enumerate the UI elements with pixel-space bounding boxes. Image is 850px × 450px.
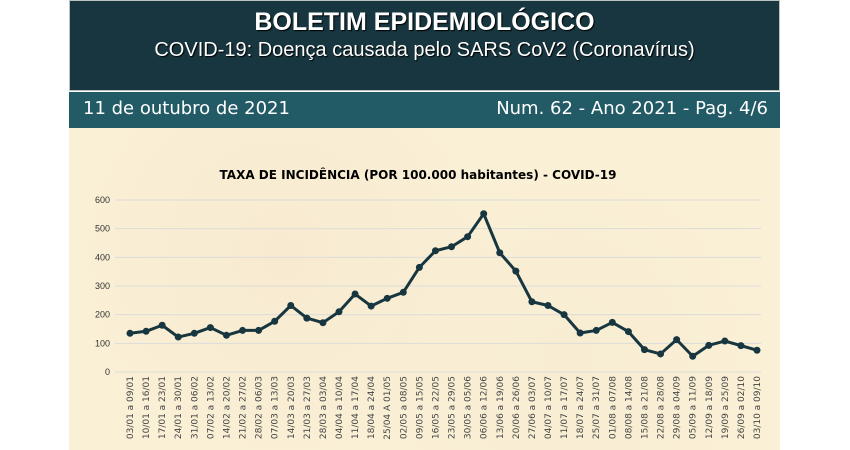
data-point: [496, 249, 504, 257]
data-point: [222, 331, 230, 339]
x-tick-label: 10/01 a 16/01: [142, 376, 152, 439]
x-tick-label: 09/05 a 15/05: [415, 376, 425, 439]
data-point: [640, 346, 648, 354]
data-point: [544, 301, 552, 309]
data-point: [431, 247, 439, 255]
x-tick-label: 30/05 a 05/06: [464, 376, 474, 439]
x-tick-label: 28/03 a 03/04: [319, 376, 329, 439]
x-tick-label: 11/07 a 17/07: [560, 376, 570, 439]
bulletin-date: 11 de outubro de 2021: [83, 98, 290, 119]
data-point: [319, 319, 327, 327]
incidence-chart: TAXA DE INCIDÊNCIA (POR 100.000 habitant…: [95, 167, 763, 440]
x-tick-label: 04/04 a 10/04: [335, 376, 345, 439]
data-point: [367, 302, 375, 310]
data-point: [303, 314, 311, 322]
data-point: [351, 290, 359, 298]
x-tick-label: 21/03 a 27/03: [303, 376, 313, 439]
y-tick-label: 500: [95, 224, 110, 234]
data-point: [239, 326, 247, 334]
data-point: [657, 350, 665, 358]
data-point: [174, 333, 182, 341]
chart-title: TAXA DE INCIDÊNCIA (POR 100.000 habitant…: [220, 167, 617, 182]
bulletin-title: BOLETIM EPIDEMIOLÓGICO: [254, 8, 595, 36]
x-tick-label: 20/06 a 26/06: [512, 376, 522, 439]
bulletin-issue: Num. 62 - Ano 2021 - Pag. 4/6: [496, 98, 768, 119]
data-point: [399, 288, 407, 296]
x-tick-label: 06/06 a 12/06: [480, 376, 490, 439]
data-point: [383, 294, 391, 302]
bulletin-header: BOLETIM EPIDEMIOLÓGICO COVID-19: Doença …: [69, 0, 780, 91]
data-point: [335, 308, 343, 316]
x-tick-label: 19/09 a 25/09: [721, 376, 731, 439]
data-point: [624, 328, 632, 336]
data-point: [753, 346, 761, 354]
x-tick-label: 03/01 a 09/01: [126, 376, 136, 439]
data-point: [415, 263, 423, 271]
x-tick-label: 22/08 a 28/08: [657, 376, 667, 439]
x-tick-label: 08/08 a 14/08: [624, 376, 634, 439]
data-point: [608, 318, 616, 326]
x-tick-label: 25/04 A 01/05: [383, 376, 393, 440]
data-point: [480, 210, 488, 218]
x-tick-label: 05/09 a 11/09: [689, 376, 699, 439]
x-tick-label: 27/06 a 03/07: [528, 376, 538, 439]
y-tick-label: 400: [95, 252, 110, 262]
data-point: [737, 342, 745, 350]
data-point: [512, 267, 520, 275]
x-tick-label: 26/09 a 02/10: [737, 376, 747, 439]
x-tick-label: 07/02 a 13/02: [206, 376, 216, 439]
info-band: 11 de outubro de 2021 Num. 62 - Ano 2021…: [69, 92, 780, 128]
data-point: [126, 329, 134, 337]
data-point: [271, 317, 279, 325]
x-tick-label: 15/08 a 21/08: [640, 376, 650, 439]
y-tick-label: 200: [95, 310, 110, 320]
data-point: [592, 326, 600, 334]
data-point: [464, 233, 472, 241]
y-tick-label: 100: [95, 338, 110, 348]
x-tick-label: 14/02 a 20/02: [222, 376, 232, 439]
data-point: [560, 311, 568, 319]
data-point: [673, 336, 681, 344]
data-point: [576, 329, 584, 337]
data-point: [158, 321, 166, 329]
data-point: [689, 352, 697, 360]
x-tick-label: 18/04 a 24/04: [367, 376, 377, 439]
x-tick-label: 03/10 a 09/10: [753, 376, 763, 439]
x-tick-label: 31/01 a 06/02: [190, 376, 200, 439]
data-point: [206, 324, 214, 332]
x-tick-label: 12/09 a 18/09: [705, 376, 715, 439]
data-point: [190, 329, 198, 337]
x-tick-label: 28/02 a 06/03: [255, 376, 265, 439]
x-tick-label: 13/06 a 19/06: [496, 376, 506, 439]
x-tick-label: 14/03 a 20/03: [287, 376, 297, 439]
x-tick-label: 17/01 a 23/01: [158, 376, 168, 439]
data-point: [142, 327, 150, 335]
bulletin-subtitle: COVID-19: Doença causada pelo SARS CoV2 …: [154, 39, 695, 61]
x-tick-label: 16/05 a 22/05: [431, 376, 441, 439]
x-tick-label: 07/03 a 13/03: [271, 376, 281, 439]
data-point: [528, 298, 536, 306]
y-tick-label: 0: [105, 367, 110, 377]
x-tick-label: 21/02 a 27/02: [239, 376, 249, 439]
data-point: [287, 301, 295, 309]
x-tick-label: 01/08 a 07/08: [608, 376, 618, 439]
data-point: [255, 326, 263, 334]
x-tick-label: 18/07 a 24/07: [576, 376, 586, 439]
x-tick-label: 04/07 a 10/07: [544, 376, 554, 439]
x-tick-label: 02/05 a 08/05: [399, 376, 409, 439]
data-point: [705, 341, 713, 349]
x-tick-label: 23/05 a 29/05: [448, 376, 458, 439]
chart-area: TAXA DE INCIDÊNCIA (POR 100.000 habitant…: [69, 128, 780, 450]
x-tick-label: 24/01 a 30/01: [174, 376, 184, 439]
y-tick-label: 300: [95, 281, 110, 291]
data-point: [448, 243, 456, 251]
series-line: [129, 212, 758, 358]
x-tick-label: 25/07 a 31/07: [592, 376, 602, 439]
x-tick-label: 11/04 a 17/04: [351, 376, 361, 439]
data-point: [721, 337, 729, 345]
x-tick-label: 29/08 a 04/09: [673, 376, 683, 439]
y-tick-label: 600: [95, 195, 110, 205]
